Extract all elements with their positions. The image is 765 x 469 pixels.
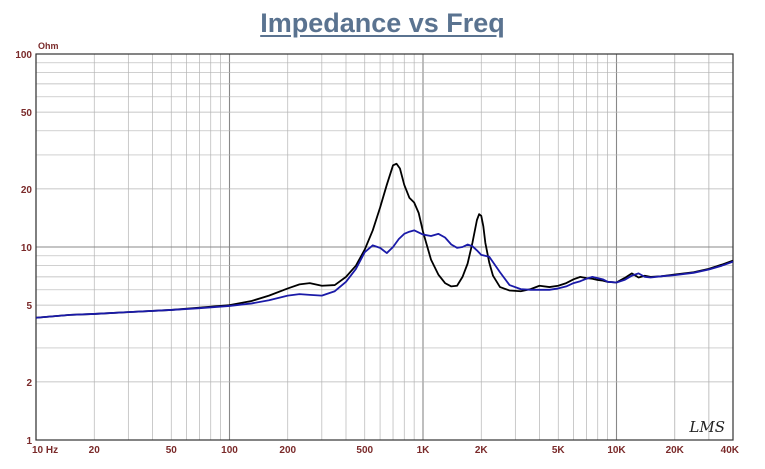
x-tick-label: 500 [356, 445, 373, 456]
lms-watermark: LMS [688, 418, 725, 436]
x-tick-label: 100 [221, 445, 238, 456]
y-tick-label: 2 [26, 378, 32, 389]
x-tick-label: 5K [552, 445, 566, 456]
y-unit-label: Ohm [38, 41, 59, 51]
x-tick-label: 10K [607, 445, 626, 456]
x-tick-label: 1K [417, 445, 431, 456]
black-impedance-line [35, 162, 734, 319]
x-tick-label: 200 [279, 445, 296, 456]
plot-frame [35, 53, 734, 441]
x-tick-label: 20 [89, 445, 101, 456]
blue-impedance-line [35, 229, 734, 319]
x-tick-label: 40K [721, 445, 740, 456]
y-tick-label: 10 [21, 243, 33, 254]
x-tick-label: 50 [166, 445, 178, 456]
series-group [35, 162, 734, 319]
y-tick-label: 1 [26, 436, 32, 447]
grid [35, 54, 734, 440]
y-tick-label: 100 [15, 50, 32, 61]
y-tick-label: 5 [26, 301, 32, 312]
x-tick-label: 10 Hz [32, 445, 58, 456]
tick-labels: Ohm 100 50 20 10 5 2 110 Hz 20 50 100 200 500 1K 2K 5K 1… [15, 41, 739, 456]
x-tick-label: 20K [666, 445, 685, 456]
y-tick-label: 50 [21, 108, 33, 119]
chart-title: Impedance vs Freq [260, 8, 505, 38]
x-tick-label: 2K [475, 445, 489, 456]
y-tick-label: 20 [21, 185, 33, 196]
